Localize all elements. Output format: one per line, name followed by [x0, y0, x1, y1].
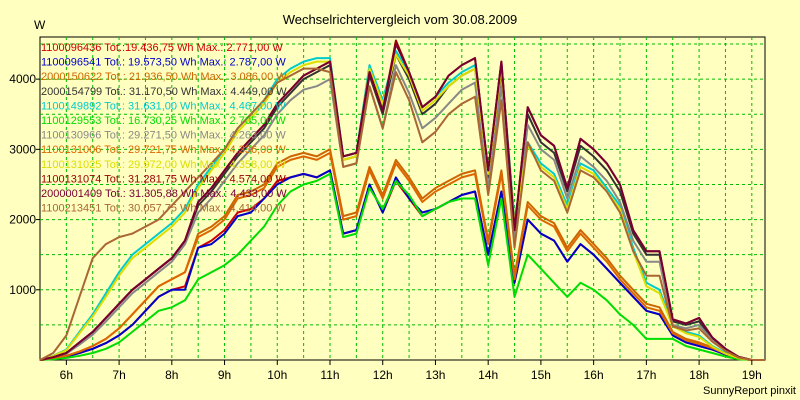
series-line-11	[39, 43, 765, 361]
legend-entry: 2000150622 Tot.: 21.936,50 Wh Max.: 3.08…	[41, 71, 287, 83]
x-tick-label: 13h	[425, 368, 445, 382]
chart-title: Wechselrichtervergleich vom 30.08.2009	[283, 12, 518, 27]
legend-entry: 1100129553 Tot.: 16.730,25 Wh Max.: 2.70…	[41, 115, 286, 127]
footer-credit: SunnyReport pinxit	[703, 385, 796, 397]
x-tick-label: 8h	[165, 368, 178, 382]
legend-entry: 2000001409 Tot.: 31.305,88 Wh Max.: 4.43…	[41, 188, 287, 200]
legend-entry: 1100096541 Tot.: 19.573,50 Wh Max.: 2.78…	[41, 57, 286, 69]
x-tick-label: 16h	[584, 368, 604, 382]
y-tick-label: 2000	[9, 213, 36, 227]
x-tick-label: 17h	[636, 368, 656, 382]
series-line-12	[39, 67, 765, 361]
x-tick-label: 14h	[478, 368, 498, 382]
legend-entry: 1100149892 Tot.: 31.631,00 Wh Max.: 4.46…	[41, 100, 286, 112]
legend-entry: 1100131025 Tot.: 29.972,00 Wh Max.: 4.35…	[41, 159, 286, 171]
x-tick-label: 9h	[218, 368, 231, 382]
x-tick-label: 15h	[531, 368, 551, 382]
y-axis-label: W	[34, 18, 46, 32]
series-line-5	[39, 50, 765, 361]
y-tick-label: 4000	[9, 72, 36, 86]
series-line-7	[39, 64, 765, 361]
legend-entry: 1100131006 Tot.: 29.721,75 Wh Max.: 4.33…	[41, 144, 286, 156]
legend-entry: 1100096436 Tot.:19.436,75 Wh Max.: 2.771…	[41, 42, 283, 54]
legend-entry: 1100130966 Tot.: 29.271,50 Wh Max.: 4.26…	[41, 130, 286, 142]
x-tick-label: 10h	[267, 368, 287, 382]
y-axis-ticks: 1000 2000 3000 4000	[9, 72, 40, 297]
x-tick-label: 12h	[373, 368, 393, 382]
legend-entry: 1100131074 Tot.: 31.281,75 Wh Max.: 4.57…	[41, 173, 286, 185]
legend: 1100096436 Tot.:19.436,75 Wh Max.: 2.771…	[41, 42, 287, 215]
x-tick-label: 18h	[689, 368, 709, 382]
x-tick-label: 19h	[742, 368, 762, 382]
x-tick-label: 6h	[60, 368, 73, 382]
series-line-9	[39, 53, 765, 361]
series-lines	[39, 39, 765, 361]
series-line-8	[39, 151, 765, 361]
legend-entry: 1100213451 Tot.: 30.057,75 Wh Max.: 4.41…	[41, 203, 286, 215]
x-axis-ticks: 6h 7h 8h 9h 10h 11h 12h 13h 14h 15h 16h 17h 18h 19h	[60, 360, 762, 382]
y-tick-label: 3000	[9, 142, 36, 156]
x-tick-label: 7h	[112, 368, 125, 382]
legend-entry: 2000154799 Tot.: 31.170,50 Wh Max.: 4.44…	[41, 86, 287, 98]
y-tick-label: 1000	[9, 283, 36, 297]
x-tick-label: 11h	[320, 368, 339, 382]
series-line-6	[39, 172, 765, 361]
